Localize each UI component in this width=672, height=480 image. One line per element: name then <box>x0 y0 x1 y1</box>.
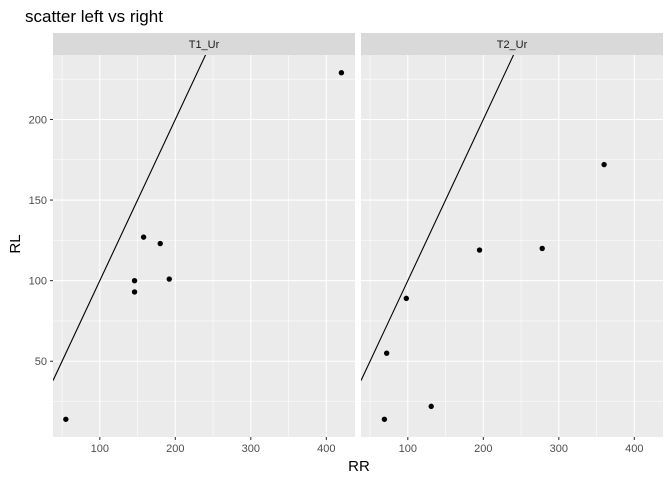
y-tick-label: 200 <box>29 114 47 126</box>
y-tick-label: 50 <box>35 356 47 368</box>
data-point <box>403 295 409 302</box>
x-tick-label: 400 <box>625 443 643 455</box>
x-tick-label: 100 <box>399 443 417 455</box>
y-tick-label: 150 <box>29 195 47 207</box>
data-point <box>539 245 545 252</box>
panel-background <box>53 55 355 437</box>
x-tick-label: 200 <box>166 443 184 455</box>
data-point <box>131 289 138 295</box>
facet-panel-T2_Ur: T2_Ur 100 200 300 400 <box>361 33 663 455</box>
x-tick-label: 300 <box>242 443 260 455</box>
x-tick-label: 400 <box>317 443 335 455</box>
x-axis-title: RR <box>348 458 370 475</box>
data-point <box>63 416 69 422</box>
reference-line <box>53 55 207 381</box>
data-point <box>428 403 434 410</box>
data-point <box>383 350 390 356</box>
facet-strip-label: T2_Ur <box>497 39 528 51</box>
data-point <box>338 70 345 76</box>
y-axis-title: RL <box>7 234 24 253</box>
x-tick-label: 100 <box>91 443 109 455</box>
facet-strip <box>53 33 355 55</box>
gridlines <box>53 55 355 437</box>
x-tick-label: 200 <box>474 443 492 455</box>
facet-strip <box>361 33 663 55</box>
data-point <box>476 247 483 253</box>
data-point <box>140 234 147 240</box>
data-point <box>157 240 163 247</box>
facet-panel-T1_Ur: T1_Ur 100 200 300 400 <box>53 33 355 455</box>
data-point <box>131 277 138 284</box>
y-tick-label: 100 <box>29 276 47 288</box>
x-tick-label: 300 <box>550 443 568 455</box>
panel-background <box>361 55 663 437</box>
data-point <box>381 416 388 422</box>
chart-title: scatter left vs right <box>25 7 163 26</box>
data-point <box>166 276 172 282</box>
facet-strip-label: T1_Ur <box>189 39 220 51</box>
data-point <box>601 161 607 168</box>
reference-line <box>361 55 515 381</box>
